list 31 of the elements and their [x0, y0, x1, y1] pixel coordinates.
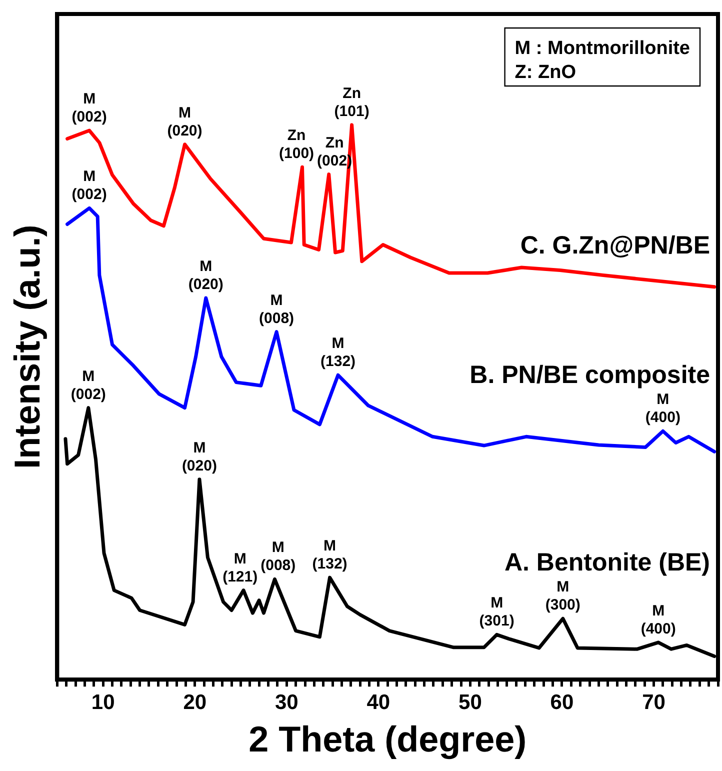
- text: A. Bentonite (BE): [504, 548, 710, 577]
- annotation: M (002): [72, 168, 107, 204]
- annotation: M (020): [167, 104, 202, 140]
- x-tick-label: 70: [642, 690, 666, 714]
- annotation: M (400): [645, 391, 680, 426]
- annotation: M (020): [182, 439, 217, 474]
- annotation: M (008): [259, 292, 294, 327]
- x-tick-label: 10: [91, 690, 115, 714]
- annotation: Zn (100): [279, 127, 314, 162]
- annotation: M (121): [222, 550, 258, 586]
- x-tick-label: 50: [458, 690, 482, 714]
- annotation: M (132): [312, 538, 348, 573]
- series-label: C. G.Zn@PN/BE: [520, 231, 710, 260]
- annotation: M (002): [70, 368, 106, 403]
- x-tick-label: 20: [183, 690, 207, 714]
- annotation: M (400): [640, 602, 676, 638]
- text: M : Montmorillonite: [514, 38, 690, 59]
- annotation: M (008): [260, 539, 296, 574]
- text: B. PN/BE composite: [470, 361, 710, 390]
- x-tick-label: 40: [366, 690, 390, 714]
- annotation: M (301): [479, 594, 514, 630]
- annotation: Zn (101): [334, 84, 370, 120]
- x-tick-label: 60: [550, 690, 574, 714]
- annotation: M (020): [188, 258, 224, 293]
- text: Z: ZnO: [514, 62, 576, 83]
- x-tick-label: 30: [274, 690, 298, 714]
- annotation: M (132): [320, 335, 356, 370]
- annotation: M (002): [72, 90, 107, 126]
- x-axis-title: 2 Theta (degree): [248, 718, 527, 760]
- annotation: M (300): [545, 578, 580, 614]
- y-axis-title: Intensity (a.u.): [6, 224, 48, 469]
